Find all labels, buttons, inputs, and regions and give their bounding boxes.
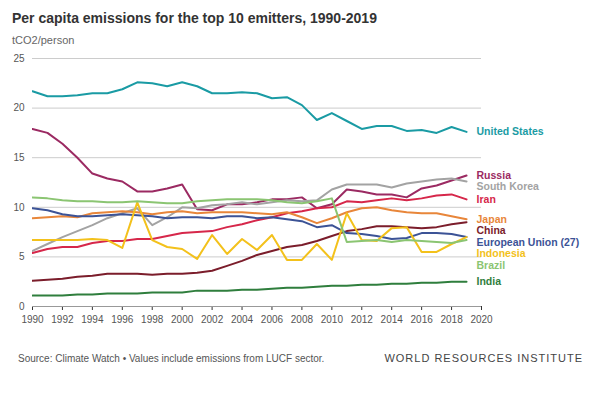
svg-text:Indonesia: Indonesia — [477, 247, 526, 259]
html-text:tCO2/person: tCO2/person — [12, 34, 75, 46]
svg-text:20: 20 — [13, 102, 25, 113]
svg-text:10: 10 — [13, 202, 25, 213]
svg-text:1994: 1994 — [81, 314, 104, 325]
svg-text:1996: 1996 — [111, 314, 134, 325]
svg-text:1990: 1990 — [21, 314, 44, 325]
html-text:Source: Climate Watch • Values: Source: Climate Watch • Values include e… — [18, 352, 325, 364]
svg-text:South Korea: South Korea — [477, 180, 540, 192]
svg-text:2008: 2008 — [291, 314, 314, 325]
svg-text:5: 5 — [19, 251, 25, 262]
svg-text:2010: 2010 — [321, 314, 344, 325]
svg-text:2004: 2004 — [231, 314, 254, 325]
svg-text:0: 0 — [19, 301, 25, 312]
svg-text:2016: 2016 — [411, 314, 434, 325]
svg-text:2006: 2006 — [261, 314, 284, 325]
svg-text:2012: 2012 — [351, 314, 374, 325]
svg-text:2014: 2014 — [381, 314, 404, 325]
html-text:WORLD RESOURCES INSTITUTE: WORLD RESOURCES INSTITUTE — [384, 352, 583, 364]
svg-text:Russia: Russia — [477, 169, 512, 181]
svg-text:Japan: Japan — [477, 213, 507, 225]
html-text:Per capita emissions for the t: Per capita emissions for the top 10 emit… — [12, 10, 377, 26]
svg-text:15: 15 — [13, 152, 25, 163]
svg-text:2020: 2020 — [470, 314, 493, 325]
svg-text:India: India — [477, 275, 502, 287]
svg-text:1998: 1998 — [141, 314, 164, 325]
svg-text:Iran: Iran — [477, 193, 496, 205]
svg-text:Brazil: Brazil — [477, 259, 506, 271]
svg-text:European Union (27): European Union (27) — [477, 236, 580, 248]
svg-text:25: 25 — [13, 53, 25, 64]
svg-text:2002: 2002 — [201, 314, 224, 325]
svg-text:China: China — [477, 224, 506, 236]
svg-text:United States: United States — [477, 125, 544, 137]
svg-text:2018: 2018 — [440, 314, 463, 325]
svg-text:1992: 1992 — [51, 314, 74, 325]
svg-text:2000: 2000 — [171, 314, 194, 325]
